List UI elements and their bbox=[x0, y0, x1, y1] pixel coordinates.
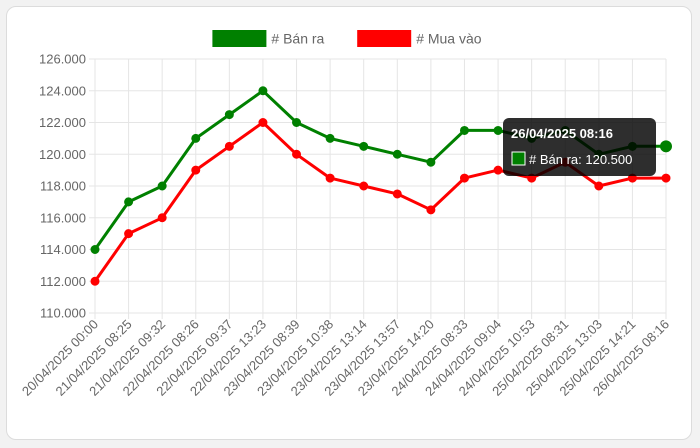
data-point[interactable] bbox=[157, 213, 167, 223]
y-tick-label: 112.000 bbox=[40, 274, 86, 289]
tooltip-box bbox=[503, 118, 656, 176]
data-point[interactable] bbox=[392, 149, 402, 159]
y-tick-label: 122.000 bbox=[39, 115, 86, 130]
data-point[interactable] bbox=[292, 118, 302, 127]
data-point[interactable] bbox=[191, 165, 201, 175]
data-point[interactable] bbox=[359, 181, 369, 191]
y-tick-label: 114.000 bbox=[40, 242, 86, 257]
legend-label: # Mua vào bbox=[416, 31, 482, 47]
data-point[interactable] bbox=[493, 125, 503, 135]
data-point[interactable] bbox=[325, 133, 335, 143]
y-tick-label: 116.000 bbox=[40, 210, 86, 225]
data-point[interactable] bbox=[90, 276, 100, 286]
legend-swatch bbox=[212, 30, 267, 47]
data-point[interactable] bbox=[325, 173, 335, 183]
data-point[interactable] bbox=[594, 181, 604, 191]
data-point[interactable] bbox=[392, 189, 402, 199]
data-point[interactable] bbox=[660, 140, 672, 153]
legend-item-0[interactable]: # Bán ra bbox=[212, 30, 325, 47]
data-point[interactable] bbox=[426, 205, 436, 215]
data-point[interactable] bbox=[90, 245, 100, 254]
legend-swatch bbox=[357, 30, 412, 47]
data-point[interactable] bbox=[661, 173, 671, 183]
chart-legend[interactable]: # Bán ra # Mua vào bbox=[212, 30, 482, 47]
data-point[interactable] bbox=[459, 173, 469, 183]
data-point[interactable] bbox=[292, 149, 302, 159]
chart-grid bbox=[89, 58, 667, 319]
data-point[interactable] bbox=[258, 86, 268, 96]
y-tick-label: 110.000 bbox=[40, 306, 86, 321]
y-tick-label: 120.000 bbox=[39, 147, 86, 162]
data-point[interactable] bbox=[124, 229, 134, 239]
data-point[interactable] bbox=[224, 141, 234, 151]
tooltip-title: 26/04/2025 08:16 bbox=[511, 126, 613, 141]
legend-item-1[interactable]: # Mua vào bbox=[357, 30, 482, 47]
data-point[interactable] bbox=[224, 110, 234, 120]
data-point[interactable] bbox=[258, 118, 268, 127]
y-tick-label: 124.000 bbox=[39, 83, 86, 98]
data-point[interactable] bbox=[493, 165, 503, 175]
tooltip-swatch bbox=[511, 151, 526, 166]
chart-card bbox=[6, 6, 692, 440]
data-point[interactable] bbox=[359, 141, 369, 151]
y-axis-ticks: 126.000 124.000 122.000 120.000 118.000 116.0… bbox=[39, 52, 86, 321]
data-point[interactable] bbox=[157, 181, 167, 191]
y-tick-label: 126.000 bbox=[39, 52, 86, 67]
data-point[interactable] bbox=[459, 125, 469, 135]
y-tick-label: 118.000 bbox=[40, 179, 86, 194]
data-point[interactable] bbox=[191, 133, 201, 143]
tooltip-body: # Bán ra: 120.500 bbox=[529, 152, 632, 167]
data-point[interactable] bbox=[124, 197, 134, 207]
legend-label: # Bán ra bbox=[271, 31, 324, 47]
chart-tooltip: 26/04/2025 08:16 # Bán ra: 120.500 bbox=[503, 118, 656, 176]
data-point[interactable] bbox=[426, 157, 436, 167]
